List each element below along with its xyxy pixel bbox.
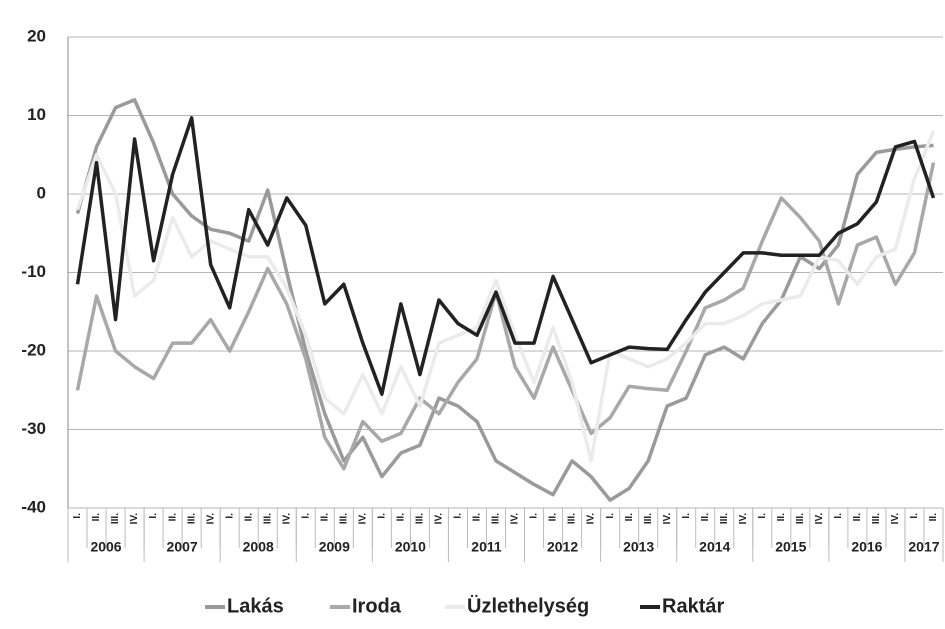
x-tick-label: I. [148,513,159,519]
x-tick-label: III. [110,513,121,524]
legend-label: Raktár [662,595,724,617]
x-tick-label: II. [852,513,863,522]
year-label: 2009 [319,539,350,555]
x-tick-label: IV. [814,513,825,525]
year-label: 2016 [851,539,882,555]
x-tick-label: III. [491,513,502,524]
x-tick-label: IV. [510,513,521,525]
x-tick-label: II. [700,513,711,522]
year-label: 2013 [623,539,654,555]
x-tick-label: IV. [586,513,597,525]
year-label: 2010 [395,539,426,555]
x-tick-label: II. [243,513,254,522]
x-tick-label: II. [396,513,407,522]
series-line [75,98,934,502]
year-label: 2008 [243,539,274,555]
x-tick-label: I. [376,513,387,519]
x-tick-label: I. [605,513,616,519]
x-tick-label: I. [224,513,235,519]
x-tick-label: III. [795,513,806,524]
x-tick-label: IV. [890,513,901,525]
x-tick-label: II. [928,513,939,522]
year-label: 2015 [775,539,806,555]
x-tick-label: II. [319,513,330,522]
legend-label: Üzlethelység [467,594,589,617]
series-line [75,162,936,471]
x-tick-label: II. [167,513,178,522]
year-label: 2014 [699,539,730,555]
x-tick-label: IV. [738,513,749,525]
x-tick-label: III. [871,513,882,524]
x-tick-label: II. [624,513,635,522]
x-tick-label: II. [776,513,787,522]
year-label: 2012 [547,539,578,555]
x-tick-label: I. [681,513,692,519]
y-tick-label: 10 [27,105,46,124]
series-line [75,130,936,463]
x-tick-label: IV. [205,513,216,525]
x-tick-label: III. [262,513,273,524]
y-tick-label: -40 [21,497,46,516]
x-tick-label: I. [909,513,920,519]
x-tick-label: IV. [434,513,445,525]
x-tick-label: II. [472,513,483,522]
x-tick-label: IV. [281,513,292,525]
legend-label: Iroda [352,595,402,617]
y-tick-label: 0 [37,183,46,202]
series-line [75,116,936,396]
year-label: 2017 [908,539,939,555]
y-tick-label: -10 [21,262,46,281]
x-tick-label: I. [529,513,540,519]
y-tick-label: 20 [27,26,46,45]
y-tick-label: -30 [21,419,46,438]
x-tick-label: I. [757,513,768,519]
x-tick-label: IV. [662,513,673,525]
x-tick-label: III. [567,513,578,524]
x-tick-label: III. [643,513,654,524]
x-tick-label: IV. [357,513,368,525]
x-tick-label: III. [186,513,197,524]
x-tick-label: III. [338,513,349,524]
y-tick-label: -20 [21,340,46,359]
legend-label: Lakás [227,595,284,617]
x-tick-label: II. [548,513,559,522]
x-tick-label: I. [72,513,83,519]
x-tick-label: I. [453,513,464,519]
year-label: 2011 [471,539,502,555]
year-label: 2007 [167,539,198,555]
x-tick-label: II. [91,513,102,522]
x-tick-label: I. [833,513,844,519]
x-tick-label: I. [300,513,311,519]
x-tick-label: III. [415,513,426,524]
x-tick-label: III. [719,513,730,524]
year-label: 2006 [90,539,121,555]
x-tick-label: IV. [129,513,140,525]
